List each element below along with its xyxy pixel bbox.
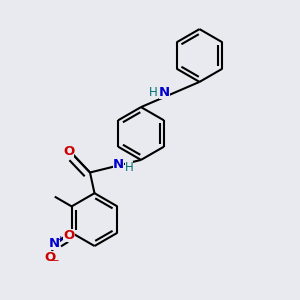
Text: O: O (63, 145, 74, 158)
Text: N: N (159, 86, 170, 100)
Text: H: H (124, 161, 134, 174)
Text: N: N (113, 158, 124, 171)
Text: +: + (56, 235, 63, 244)
Text: O: O (63, 229, 75, 242)
Text: −: − (50, 256, 59, 266)
Text: N: N (49, 237, 60, 250)
Text: H: H (149, 85, 158, 99)
Text: O: O (44, 251, 56, 264)
